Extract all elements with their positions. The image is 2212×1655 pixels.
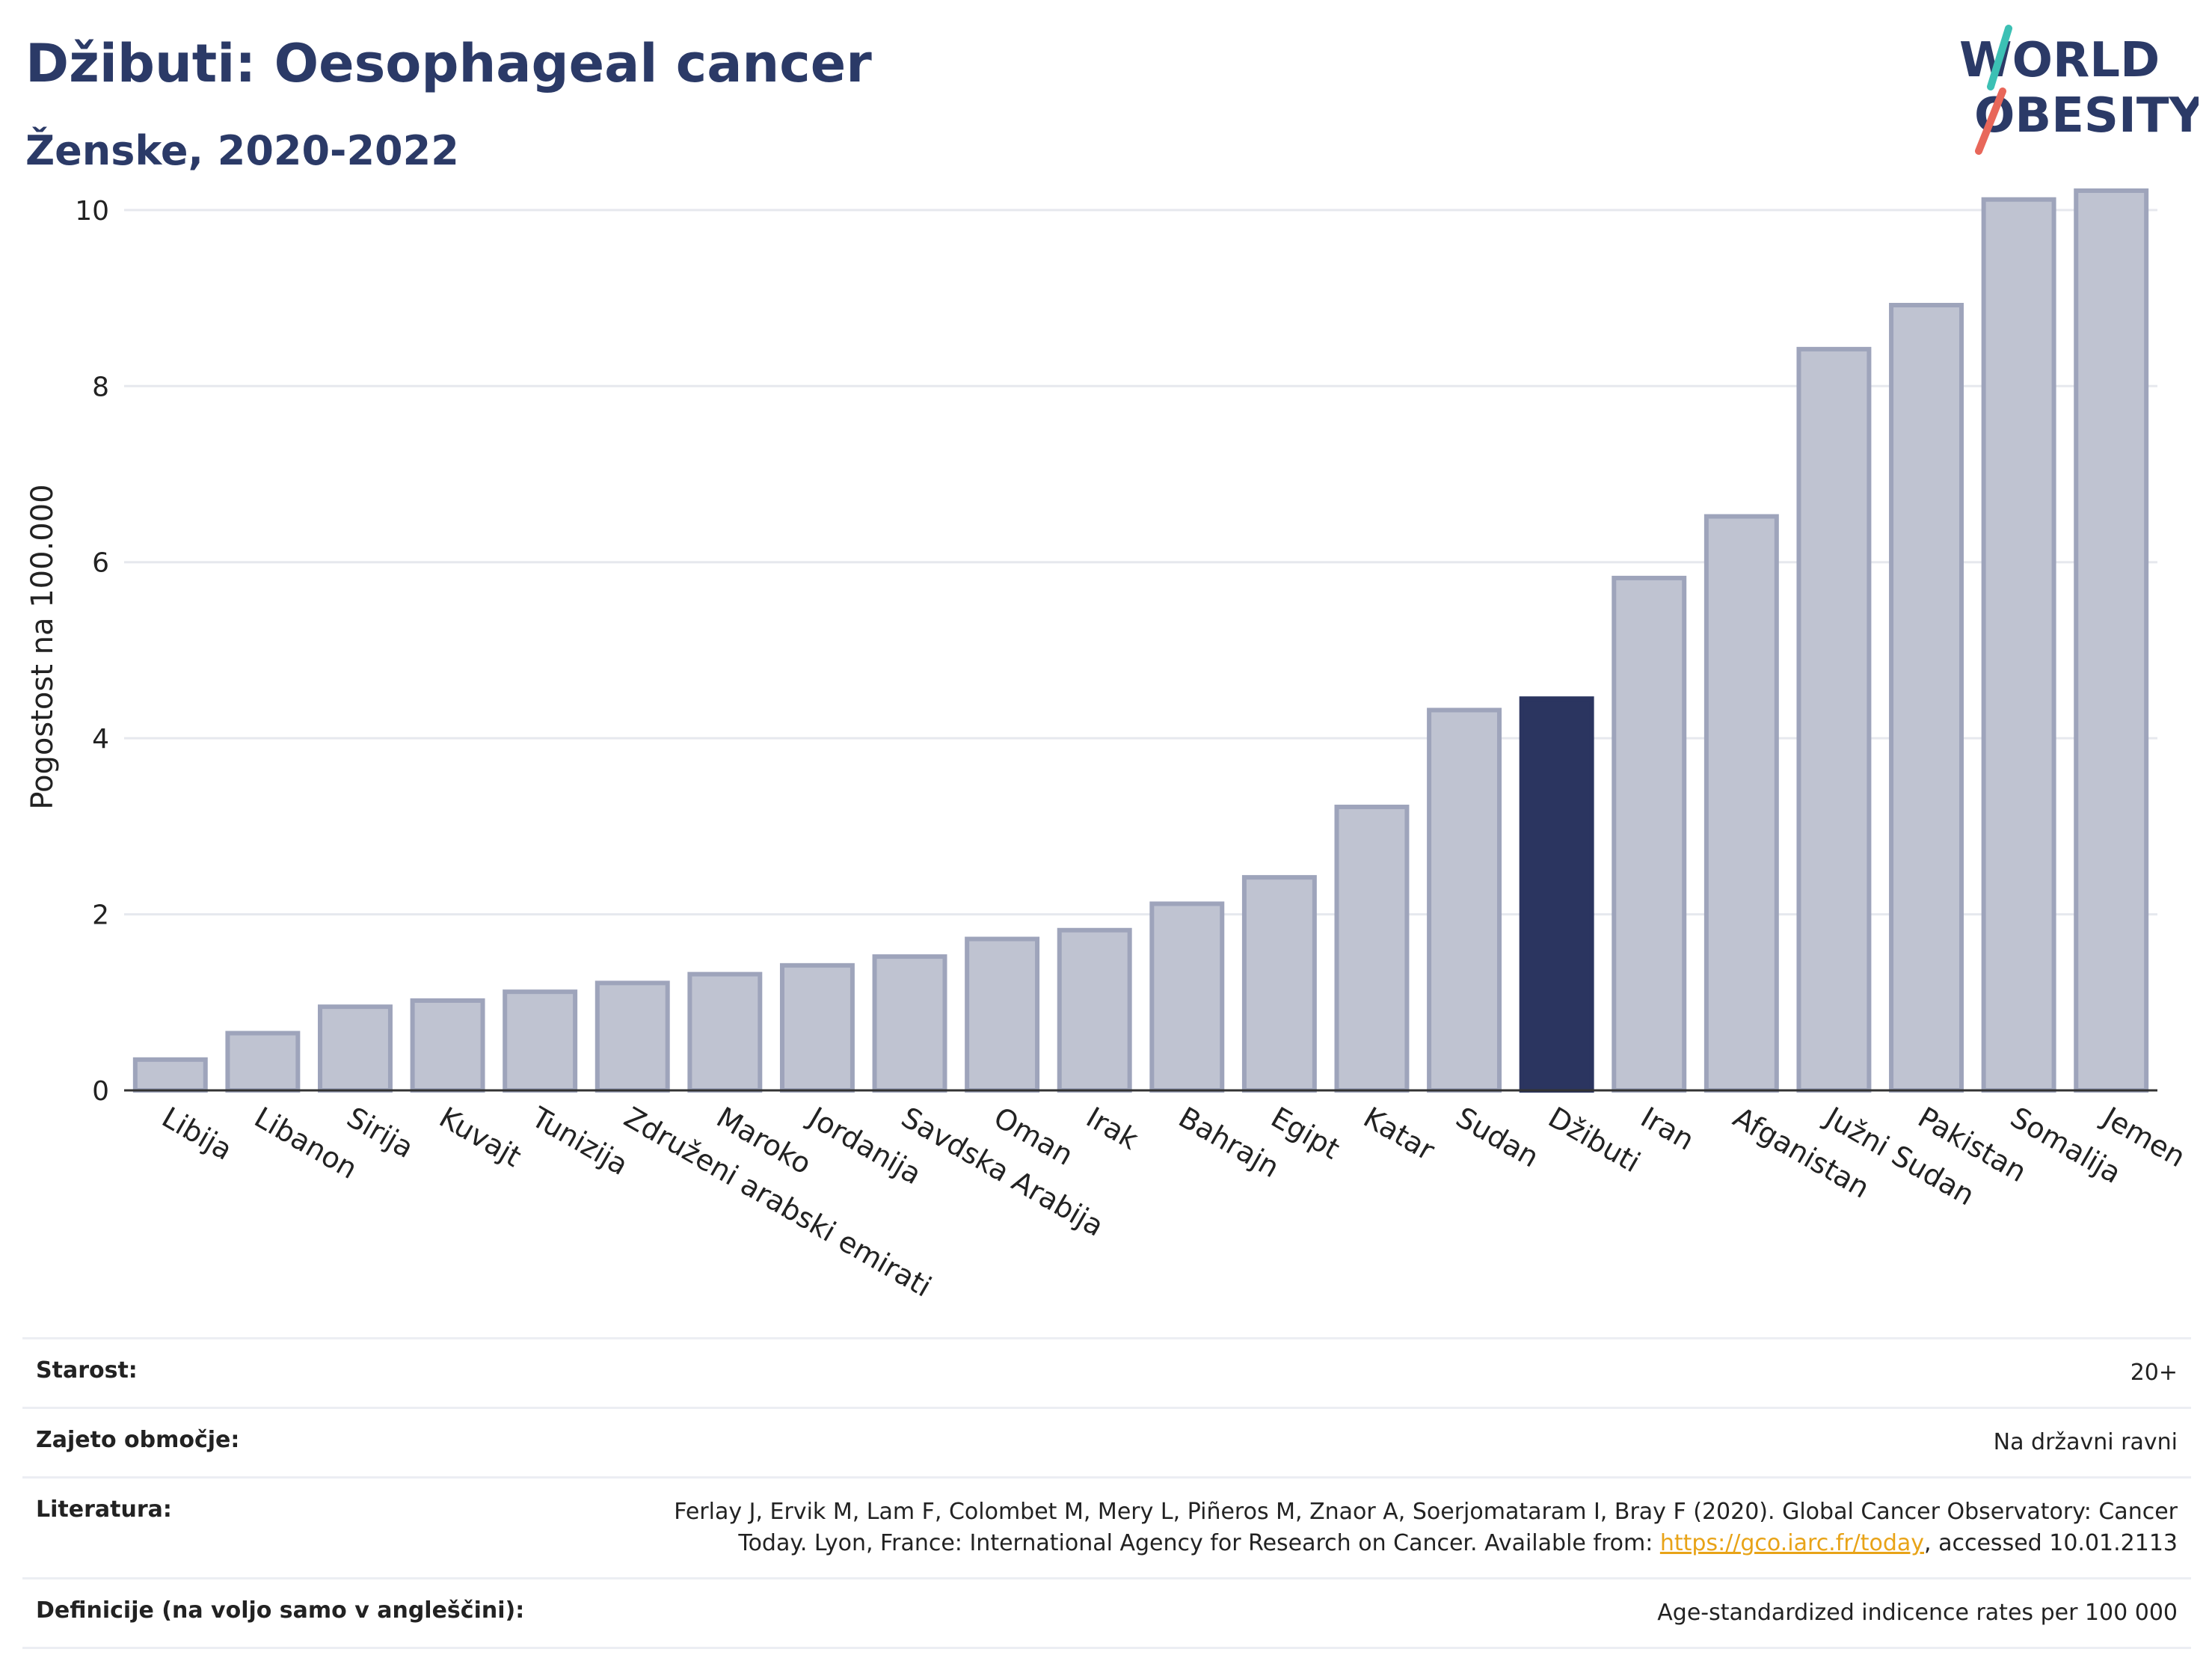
info-row-coverage: Zajeto območje: Na državni ravni — [22, 1407, 2191, 1478]
reference-text-accessed: , accessed 10.01.2113 — [1924, 1530, 2178, 1556]
y-tick-label: 2 — [92, 900, 109, 931]
x-tick-label: Libija — [156, 1101, 238, 1167]
y-tick-label: 0 — [92, 1076, 109, 1107]
y-tick-label: 8 — [92, 372, 109, 402]
reference-link[interactable]: https://gco.iarc.fr/today — [1659, 1530, 1925, 1556]
info-value: Na državni ravni — [1993, 1429, 2178, 1455]
y-tick-label: 4 — [92, 724, 109, 755]
bar — [687, 971, 763, 1093]
bar — [225, 1031, 301, 1093]
bar — [1334, 804, 1410, 1093]
info-row-literature: Literatura: Ferlay J, Ervik M, Lam F, Co… — [22, 1477, 2191, 1579]
y-axis-label: Pogostost na 100.000 — [25, 484, 60, 809]
bar — [1612, 575, 1687, 1093]
x-tick-label: Iran — [1635, 1101, 1700, 1157]
bar — [132, 1057, 208, 1093]
bar — [2074, 188, 2149, 1093]
reference-text-line1: Ferlay J, Ervik M, Lam F, Colombet M, Me… — [674, 1499, 2178, 1525]
x-tick-label: Tunizija — [526, 1100, 634, 1182]
info-label: Literatura: — [36, 1496, 172, 1523]
info-table: Starost: 20+ Zajeto območje: Na državni … — [22, 1337, 2191, 1649]
info-value-reference: Ferlay J, Ervik M, Lam F, Colombet M, Me… — [573, 1478, 2191, 1579]
bar — [503, 989, 578, 1093]
bar — [1241, 875, 1317, 1093]
y-tick-label: 10 — [75, 196, 109, 227]
x-tick-label: Bahrajn — [1173, 1101, 1285, 1185]
bar — [595, 980, 670, 1093]
logo-line2: OBESITY — [1974, 88, 2199, 144]
bar — [1149, 901, 1225, 1093]
info-label: Starost: — [36, 1357, 138, 1384]
bar — [965, 936, 1040, 1093]
bars — [132, 188, 2149, 1093]
info-label: Definicije (na voljo samo v angleščini): — [36, 1597, 525, 1624]
x-tick-label: Kuvajt — [434, 1101, 526, 1173]
bar-highlighted — [1519, 696, 1594, 1093]
bar — [1703, 514, 1779, 1093]
reference-text-line2: Today. Lyon, France: International Agenc… — [738, 1530, 1660, 1556]
info-value: 20+ — [2130, 1360, 2178, 1386]
page-title: Džibuti: Oesophageal cancer — [25, 33, 872, 94]
info-row-age: Starost: 20+ — [22, 1338, 2191, 1408]
info-label: Zajeto območje: — [36, 1427, 240, 1453]
logo-accent-teal — [1987, 25, 2012, 90]
bar — [1057, 927, 1132, 1093]
bar — [1796, 346, 1872, 1093]
info-row-definitions: Definicije (na voljo samo v angleščini):… — [22, 1578, 2191, 1648]
bar — [1981, 197, 2056, 1093]
x-tick-label: Irak — [1081, 1101, 1143, 1156]
logo-accent-coral — [1975, 87, 2006, 155]
info-value: Age-standardized indicence rates per 100… — [1657, 1600, 2178, 1626]
page-subtitle: Ženske, 2020-2022 — [25, 127, 459, 174]
bar — [1427, 707, 1502, 1093]
world-obesity-logo: WORLD OBESITY — [1959, 25, 2199, 155]
bar — [779, 962, 855, 1093]
x-tick-label: Libanon — [249, 1101, 363, 1185]
x-tick-label: Katar — [1358, 1101, 1440, 1167]
bar — [410, 998, 485, 1093]
y-tick-label: 6 — [92, 548, 109, 579]
y-axis-ticks: 0 2 4 6 8 10 — [75, 196, 109, 1107]
x-tick-label: Sudan — [1451, 1101, 1545, 1174]
x-tick-label: Džibuti — [1543, 1101, 1646, 1179]
bar — [872, 954, 947, 1093]
bar — [1889, 302, 1964, 1093]
bar — [318, 1004, 393, 1093]
